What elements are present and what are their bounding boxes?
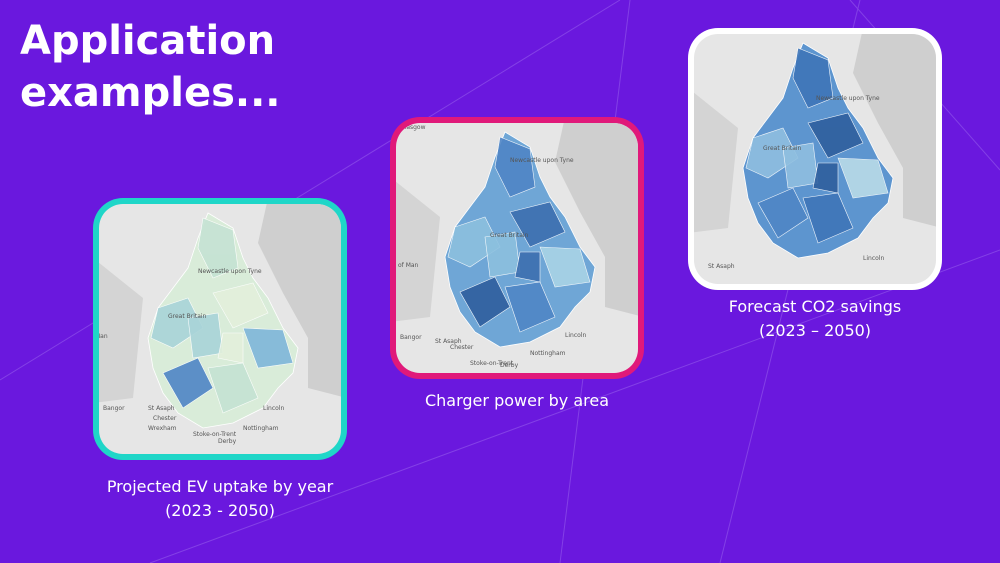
map-sea [396, 177, 440, 322]
sub-region [217, 332, 244, 364]
map-sea [853, 34, 936, 228]
map-label: Chester [153, 415, 177, 422]
sub-region [242, 327, 294, 369]
map-label: Bangor [103, 405, 125, 412]
sub-region [504, 281, 556, 333]
map-label: Great Britain [763, 145, 802, 152]
map-label: Newcastle upon Tyne [510, 157, 574, 164]
sub-region [197, 217, 239, 279]
sub-region [207, 362, 259, 414]
map-label: Great Britain [168, 313, 207, 320]
sub-region [459, 276, 511, 328]
map-label: Newcastle upon Tyne [816, 95, 880, 102]
map-label: of Man [398, 262, 419, 269]
map: Newcastle upon Tyne Great Britain Man Bango… [95, 204, 341, 454]
map-label: Great Britain [490, 232, 529, 239]
map-label: Nottingham [243, 425, 279, 432]
map-label: Nottingham [530, 350, 566, 357]
card-caption: Charger power by area [425, 391, 609, 410]
map-label: Stoke-on-Trent [470, 360, 514, 367]
map-label: Bangor [400, 334, 422, 341]
map-label: Derby [500, 362, 519, 369]
map-label: St Asaph [148, 405, 175, 412]
map-label: Chester [450, 344, 474, 351]
map-label: Lincoln [863, 255, 884, 262]
card-caption: Forecast CO2 savings [729, 297, 902, 316]
sub-region [212, 282, 269, 329]
sub-region [539, 246, 591, 288]
card-caption: Projected EV uptake by year [107, 477, 334, 496]
sub-region [162, 357, 214, 409]
map-label: Stoke-on-Trent [193, 431, 237, 438]
sub-region [494, 136, 536, 198]
map: Newcastle upon Tyne Great Britain St Asaph… [694, 34, 936, 284]
map-label: St Asaph [435, 338, 462, 345]
map-label: Glasgow [400, 124, 426, 131]
map: Glasgow of Man Newcastle upon Tyne Great Br… [396, 123, 638, 373]
map-label: Wrexham [148, 425, 177, 432]
card-caption: (2023 – 2050) [759, 321, 871, 340]
sub-region [509, 201, 566, 248]
sub-region [807, 112, 864, 159]
map-label: Lincoln [263, 405, 284, 412]
map-label: Derby [218, 438, 237, 445]
card-caption: (2023 - 2050) [165, 501, 275, 520]
map-label: Lincoln [565, 332, 586, 339]
sub-region [514, 251, 541, 283]
map-sea [555, 123, 638, 317]
map-sea [258, 204, 341, 398]
title-line: examples... [20, 70, 280, 116]
sub-region [837, 157, 889, 199]
sub-region [792, 47, 834, 109]
map-label: St Asaph [708, 263, 735, 270]
map-sea [694, 88, 738, 233]
map-label: Man [95, 333, 108, 340]
map-sea [99, 258, 143, 403]
sub-region [802, 192, 854, 244]
sub-region [812, 162, 839, 194]
map-label: Newcastle upon Tyne [198, 268, 262, 275]
sub-region [757, 187, 809, 239]
title-line: Application [20, 18, 275, 64]
